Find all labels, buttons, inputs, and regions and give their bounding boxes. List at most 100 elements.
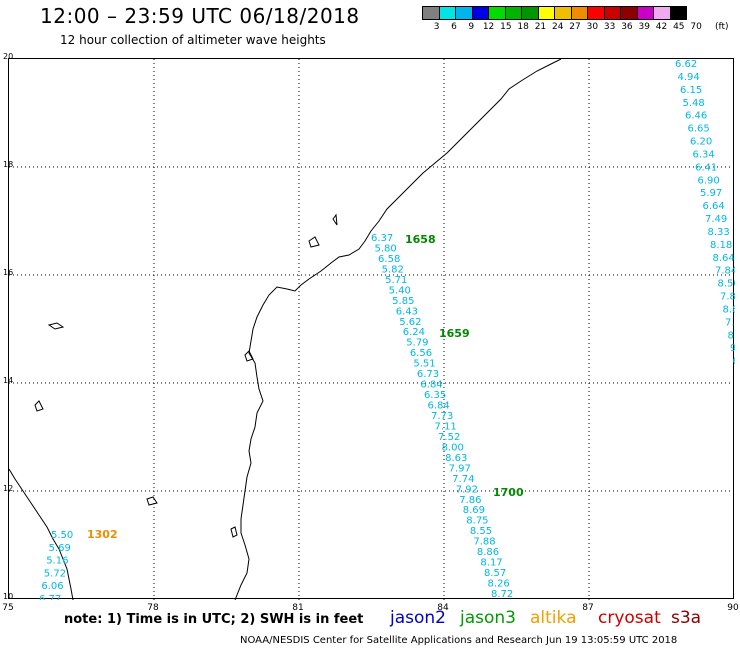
wave-height-label: 8.64 xyxy=(713,253,735,264)
wave-height-label: 8.8 xyxy=(723,304,736,315)
wave-height-label: 6.90 xyxy=(698,175,720,186)
wave-height-label: 5.82 xyxy=(382,264,404,275)
x-tick-label: 87 xyxy=(582,603,594,613)
wave-height-label: 8.00 xyxy=(442,442,464,453)
legend-labels: 3 6 9 12 15 18 21 24 27 30 33 36 39 42 45 70 xyxy=(428,22,705,32)
wave-height-label: 5.50 xyxy=(51,530,73,541)
legend-label: 70 xyxy=(690,22,702,32)
wave-height-label: 5.51 xyxy=(413,359,435,370)
wave-height-label: 8.50 xyxy=(718,279,736,290)
wave-height-label: 6.64 xyxy=(703,201,725,212)
legend-swatch xyxy=(521,6,539,20)
legend-swatch xyxy=(422,6,440,20)
pass-time-label: 1700 xyxy=(493,486,524,499)
wave-height-label: 8.55 xyxy=(470,526,492,537)
wave-height-label: 7.11 xyxy=(435,421,457,432)
wave-height-label: 6.20 xyxy=(690,137,712,148)
island-3 xyxy=(146,496,158,506)
wave-height-label: 8.63 xyxy=(445,453,467,464)
map-title: 12:00 – 23:59 UTC 06/18/2018 xyxy=(40,4,360,28)
wave-height-label: 5.48 xyxy=(683,98,705,109)
island-4 xyxy=(308,236,320,248)
mission-cryosat: cryosat xyxy=(598,608,661,628)
wave-height-label: 9. xyxy=(730,343,735,354)
legend-swatch xyxy=(504,6,522,20)
wave-height-label: 8.69 xyxy=(463,505,485,516)
map-frame: 6.37 5.80 6.58 5.82 5.71 5.40 5.85 6.43 5.62 6.24… xyxy=(8,58,735,600)
wave-height-label: 6.06 xyxy=(41,581,63,592)
wave-height-label: 6.73 xyxy=(417,369,439,380)
y-tick-label: 12 xyxy=(3,484,14,493)
pass-time-label: 1659 xyxy=(439,327,470,340)
island-7 xyxy=(230,526,238,538)
wave-height-label: 8.75 xyxy=(466,516,488,527)
wave-height-label: 6. xyxy=(733,356,736,367)
wave-height-label: 6.84 xyxy=(420,380,442,391)
island-6 xyxy=(244,350,254,362)
wave-height-label: 6.43 xyxy=(396,306,418,317)
wave-height-label: 8.18 xyxy=(710,240,732,251)
y-tick-label: 20 xyxy=(3,52,14,61)
wave-height-label: 5.80 xyxy=(375,243,397,254)
legend-label: 30 xyxy=(586,22,599,32)
wave-height-label: 5.16 xyxy=(46,556,68,567)
wave-height-label: 6.41 xyxy=(695,162,717,173)
footer-credit: NOAA/NESDIS Center for Satellite Applica… xyxy=(240,635,678,646)
y-tick-label: 14 xyxy=(3,376,14,385)
wave-height-label: 8.57 xyxy=(484,568,506,579)
legend-label: 15 xyxy=(500,22,512,32)
coastline-path xyxy=(234,59,562,600)
legend-unit: (ft) xyxy=(715,22,729,32)
lat-lon-grid xyxy=(9,59,735,600)
wave-height-label: 7.74 xyxy=(452,474,474,485)
island-2 xyxy=(34,400,44,412)
legend-swatch xyxy=(653,6,671,20)
mission-jason2: jason2 xyxy=(390,608,446,628)
legend-label: 42 xyxy=(655,22,668,32)
legend-label: 21 xyxy=(534,22,547,32)
wave-height-label: 5.72 xyxy=(44,568,66,579)
legend-label: 9 xyxy=(468,22,475,32)
wave-height-label: 6.46 xyxy=(685,111,707,122)
legend-swatch xyxy=(554,6,572,20)
wave-height-label: 5.40 xyxy=(389,285,411,296)
wave-height-label: 7.92 xyxy=(456,484,478,495)
map-canvas: 6.375.806.585.825.715.405.856.435.626.24… xyxy=(9,59,735,600)
pass-time-label: 1658 xyxy=(405,233,436,246)
wave-height-label: 6.56 xyxy=(410,348,432,359)
wave-height-label: 8.33 xyxy=(708,227,730,238)
legend-swatch xyxy=(587,6,605,20)
island-5 xyxy=(332,213,338,226)
mission-s3a: s3a xyxy=(671,608,702,628)
wave-height-label: 6.84 xyxy=(427,401,449,412)
color-legend xyxy=(422,6,687,20)
wave-height-label: 6.77 xyxy=(39,594,61,600)
legend-label: 24 xyxy=(552,22,564,32)
x-tick-label: 81 xyxy=(292,603,304,613)
x-tick-label: 75 xyxy=(2,603,14,613)
legend-swatch xyxy=(537,6,555,20)
legend-swatch xyxy=(603,6,621,20)
wave-height-label: 7.86 xyxy=(459,495,481,506)
wave-height-label: 6.62 xyxy=(675,59,697,70)
legend-label: 6 xyxy=(451,22,457,32)
wave-height-label: 7.52 xyxy=(438,432,460,443)
wave-height-label: 8.17 xyxy=(480,558,502,569)
legend-swatch xyxy=(669,6,687,20)
wave-height-label: 5.97 xyxy=(700,188,722,199)
wave-height-label: 5.71 xyxy=(385,275,407,286)
wave-height-label: 7.97 xyxy=(449,463,471,474)
legend-label: 45 xyxy=(673,22,685,32)
legend-swatch xyxy=(438,6,456,20)
wave-height-label: 6.58 xyxy=(378,254,400,265)
footer-note: note: 1) Time is in UTC; 2) SWH is in fe… xyxy=(64,612,364,627)
legend-label: 12 xyxy=(482,22,495,32)
wave-height-label: 7.84 xyxy=(715,266,735,277)
mission-altika: altika xyxy=(530,608,577,628)
legend-label: 39 xyxy=(638,22,650,32)
legend-label: 18 xyxy=(517,22,529,32)
pass-time-label: 1302 xyxy=(87,528,118,541)
legend-label: 3 xyxy=(433,22,440,32)
coastline xyxy=(9,59,562,600)
wave-height-label: 6.35 xyxy=(424,390,446,401)
